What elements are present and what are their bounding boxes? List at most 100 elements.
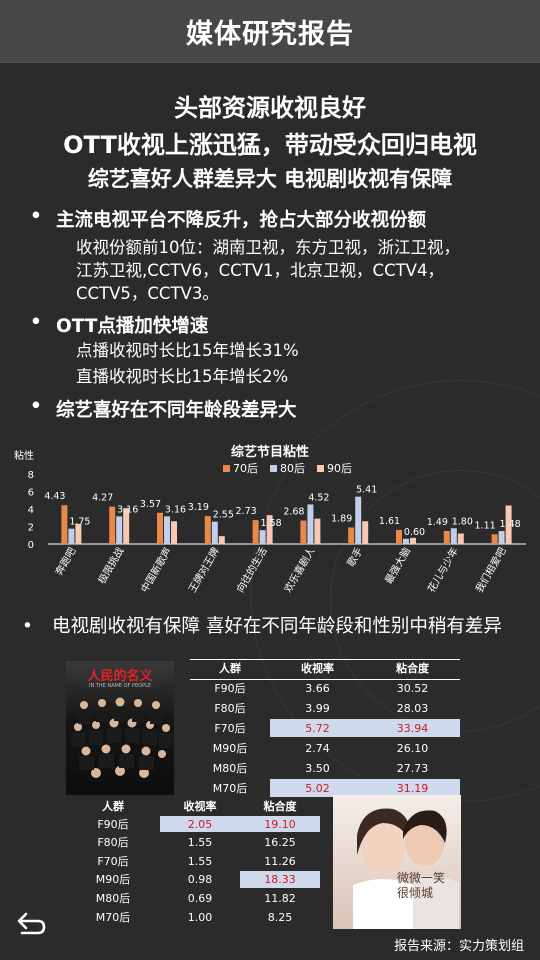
bullet-1-sub-2: 江苏卫视,CCTV6，CCTV1，北京卫视，CCTV4， (76, 261, 444, 280)
bullet-1-text: 主流电视平台不降反升，抢占大部分收视份额 (56, 210, 427, 231)
y-tick-label: 8 (28, 470, 34, 481)
table-header-cell: 人群 (219, 662, 241, 675)
drama-poster-in-the-name-of-people: 人民的名义 IN THE NAME OF PEOPLE (66, 661, 174, 795)
table-cell: 3.50 (305, 762, 330, 775)
table-cell: 18.33 (264, 873, 296, 887)
data-label: 1.49 (427, 517, 448, 528)
data-label: 3.16 (165, 504, 186, 515)
bar-90后-5 (314, 518, 321, 544)
table1-header-rule (190, 679, 460, 680)
table-cell: F70后 (214, 722, 246, 735)
chart-ylabel: 粘性 (14, 449, 34, 462)
chart-legend: 70后 80后 90后 (223, 460, 364, 476)
table-cell: 26.10 (396, 742, 429, 755)
table-cell: 0.69 (187, 892, 213, 905)
legend-swatch-70 (223, 464, 230, 472)
bullet-1-sub-3: CCTV5，CCTV3。 (76, 284, 219, 303)
legend-label-90: 90后 (327, 462, 352, 475)
table-cell: F90后 (97, 817, 129, 831)
bar-80后-6 (355, 496, 362, 544)
legend-swatch-90 (317, 464, 324, 472)
data-label: 1.48 (500, 519, 521, 530)
table-row-highlight (270, 779, 460, 797)
x-tick-label: 歌手 (344, 545, 365, 569)
bullet-dot-icon: • (30, 206, 42, 227)
legend-label-70: 70后 (233, 462, 258, 475)
table-row-highlight (270, 719, 460, 737)
header-bar: 媒体研究报告 (0, 0, 540, 63)
y-tick-label: 0 (28, 540, 34, 551)
table-header-cell: 人群 (102, 800, 124, 813)
table-cell: 0.98 (187, 873, 213, 887)
x-tick-label: 欢乐喜剧人 (281, 545, 317, 595)
report-source: 报告来源：实力策划组 (393, 939, 524, 954)
poster-subtitle: IN THE NAME OF PEOPLE (88, 683, 152, 689)
bar-80后-7 (403, 538, 409, 544)
bar-90后-1 (123, 508, 130, 544)
table-cell: F80后 (214, 702, 246, 715)
data-label: 1.80 (452, 516, 473, 527)
poster-cast-figures (71, 697, 173, 778)
bar-90后-7 (410, 537, 416, 544)
table-header-cell: 收视率 (183, 800, 217, 813)
data-label: 2.55 (213, 510, 234, 521)
bar-80后-4 (259, 530, 266, 544)
table-cell: 5.02 (305, 782, 330, 795)
table-cell: 11.82 (264, 892, 296, 905)
bullet-1: • 主流电视平台不降反升，抢占大部分收视份额 (30, 206, 426, 232)
bullet-3: • 综艺喜好在不同年龄段差异大 (30, 396, 297, 422)
table-cell: 8.25 (267, 910, 293, 924)
headline-1: 头部资源收视良好 (174, 94, 366, 122)
legend-item-80: 80后 (270, 460, 305, 476)
bar-70后-6 (348, 527, 355, 544)
table-drama-1: 人群 收视率 粘合度 F90后 3.66 30.52 F80后 3.99 28.03 F70后 5.… (190, 659, 460, 799)
data-label: 1.75 (69, 517, 90, 528)
table-cell: F90后 (214, 682, 246, 695)
data-label: 3.16 (117, 504, 138, 515)
bar-80后-3 (211, 521, 218, 544)
bar-90后-4 (266, 515, 273, 544)
bar-90后-2 (171, 521, 177, 544)
table-cell: 19.10 (264, 817, 296, 831)
bullet-dot-icon: • (22, 616, 33, 637)
bar-70后-5 (300, 520, 307, 544)
table-cell: M70后 (212, 782, 248, 795)
bullet-1-sub-1: 收视份额前10位：湖南卫视，东方卫视，浙江卫视， (76, 238, 460, 257)
data-label: 2.68 (283, 507, 304, 518)
y-tick-label: 4 (28, 505, 34, 516)
legend-item-90: 90后 (317, 460, 352, 476)
bar-90后-9 (505, 505, 512, 544)
table-cell: 1.55 (187, 836, 213, 850)
data-label: 4.43 (44, 491, 65, 502)
x-tick-label: 中国新歌声 (138, 545, 174, 595)
headline-3: 综艺喜好人群差异大 电视剧收视有保障 (87, 167, 453, 191)
table-cell: 33.94 (396, 722, 429, 735)
y-tick-label: 6 (28, 488, 34, 499)
data-label: 0.60 (404, 527, 425, 538)
legend-swatch-80 (270, 464, 277, 472)
x-tick-label: 王牌对王牌 (186, 545, 222, 595)
table-header-cell: 粘合度 (396, 662, 429, 675)
table-cell: 2.05 (187, 817, 213, 831)
bar-70后-1 (109, 506, 116, 544)
data-label: 2.73 (236, 506, 257, 517)
table-cell: 3.66 (305, 682, 330, 695)
drama-poster-love-o2o: 微微一笑很倾城 (333, 795, 461, 929)
table-cell: 2.74 (305, 742, 330, 755)
bar-70后-8 (443, 530, 450, 544)
table-drama-2: 人群 收视率 粘合度 F90后 2.05 19.10 F80后 1.55 16.25 F70后 1.… (66, 797, 330, 927)
data-label: 1.58 (261, 518, 282, 529)
bar-70后-3 (204, 516, 211, 544)
back-arrow-icon[interactable] (14, 910, 48, 936)
table-cell: 5.72 (305, 722, 330, 735)
headline-2: OTT收视上涨迅猛，带动受众回归电视 (63, 131, 477, 159)
bar-80后-2 (164, 516, 170, 544)
bar-80后-5 (307, 504, 314, 544)
table-cell: 1.55 (187, 854, 213, 868)
data-label: 1.11 (475, 520, 496, 531)
bullet-2-sub-2: 直播收视时长比15年增长2% (76, 367, 289, 386)
table-cell: 11.26 (264, 854, 296, 868)
bar-70后-0 (61, 505, 68, 544)
x-tick-label: 最强大脑 (382, 545, 413, 586)
data-label: 1.89 (331, 513, 352, 524)
